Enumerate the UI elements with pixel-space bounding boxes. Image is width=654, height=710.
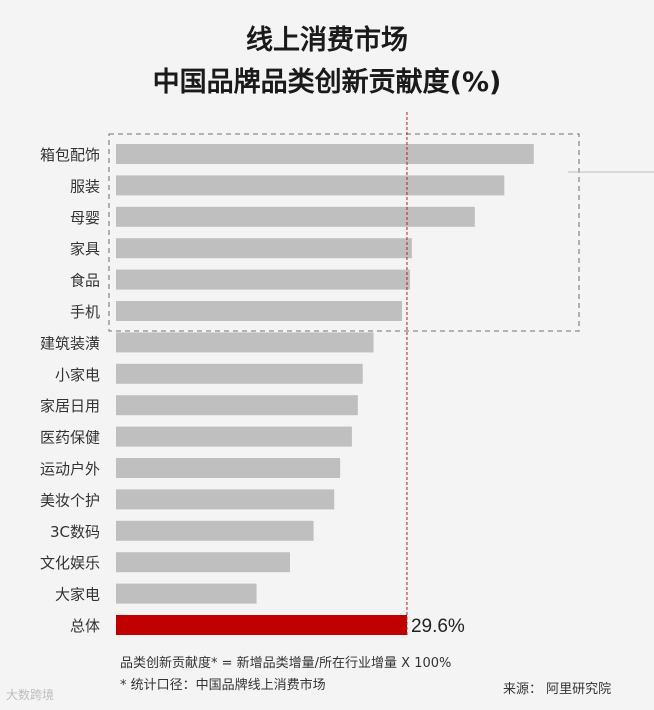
- bar-6: [116, 301, 403, 321]
- category-label-4: 家具: [70, 240, 100, 258]
- bar-11: [116, 458, 341, 478]
- bar-12: [116, 489, 335, 510]
- bar-5: [116, 269, 410, 290]
- title-line-1: 线上消费市场: [246, 25, 408, 56]
- bar-2: [116, 175, 505, 196]
- category-label-16: 总体: [70, 617, 100, 635]
- watermark: 大数跨境: [6, 688, 55, 702]
- chart-title: 线上消费市场 中国品牌品类创新贡献度(%): [0, 20, 654, 104]
- highlight-box: [108, 133, 580, 332]
- bar-13: [116, 520, 314, 541]
- category-label-10: 医药保健: [40, 429, 100, 447]
- formula-note: 品类创新贡献度* = 新增品类增量/所在行业增量 X 100%: [120, 656, 452, 671]
- category-label-8: 小家电: [55, 366, 100, 384]
- category-label-13: 3C数码: [50, 523, 100, 541]
- category-label-7: 建筑装潢: [40, 334, 100, 352]
- bar-3: [116, 206, 475, 227]
- bar-9: [116, 395, 358, 416]
- category-label-9: 家居日用: [40, 397, 100, 415]
- bar-14: [116, 552, 290, 573]
- bar-8: [116, 363, 363, 384]
- category-label-2: 服装: [70, 177, 100, 195]
- bar-7: [116, 332, 374, 353]
- category-label-14: 文化娱乐: [40, 554, 100, 572]
- category-label-1: 箱包配饰: [40, 146, 100, 164]
- bar-15: [116, 583, 257, 604]
- bar-10: [116, 426, 352, 447]
- scope-note: * 统计口径：中国品牌线上消费市场: [120, 678, 326, 693]
- category-label-12: 美妆个护: [40, 491, 100, 509]
- category-label-3: 母婴: [70, 209, 100, 227]
- title-line-2: 中国品牌品类创新贡献度(%): [152, 67, 502, 98]
- source-note: 来源： 阿里研究院: [503, 682, 612, 697]
- bar-16: [116, 615, 407, 635]
- category-label-6: 手机: [70, 303, 100, 321]
- category-label-15: 大家电: [55, 586, 100, 604]
- data-label-16: 29.6%: [411, 616, 465, 637]
- bar-4: [116, 238, 412, 259]
- category-label-11: 运动户外: [40, 460, 100, 478]
- category-label-5: 食品: [70, 272, 100, 290]
- bar-1: [116, 144, 534, 164]
